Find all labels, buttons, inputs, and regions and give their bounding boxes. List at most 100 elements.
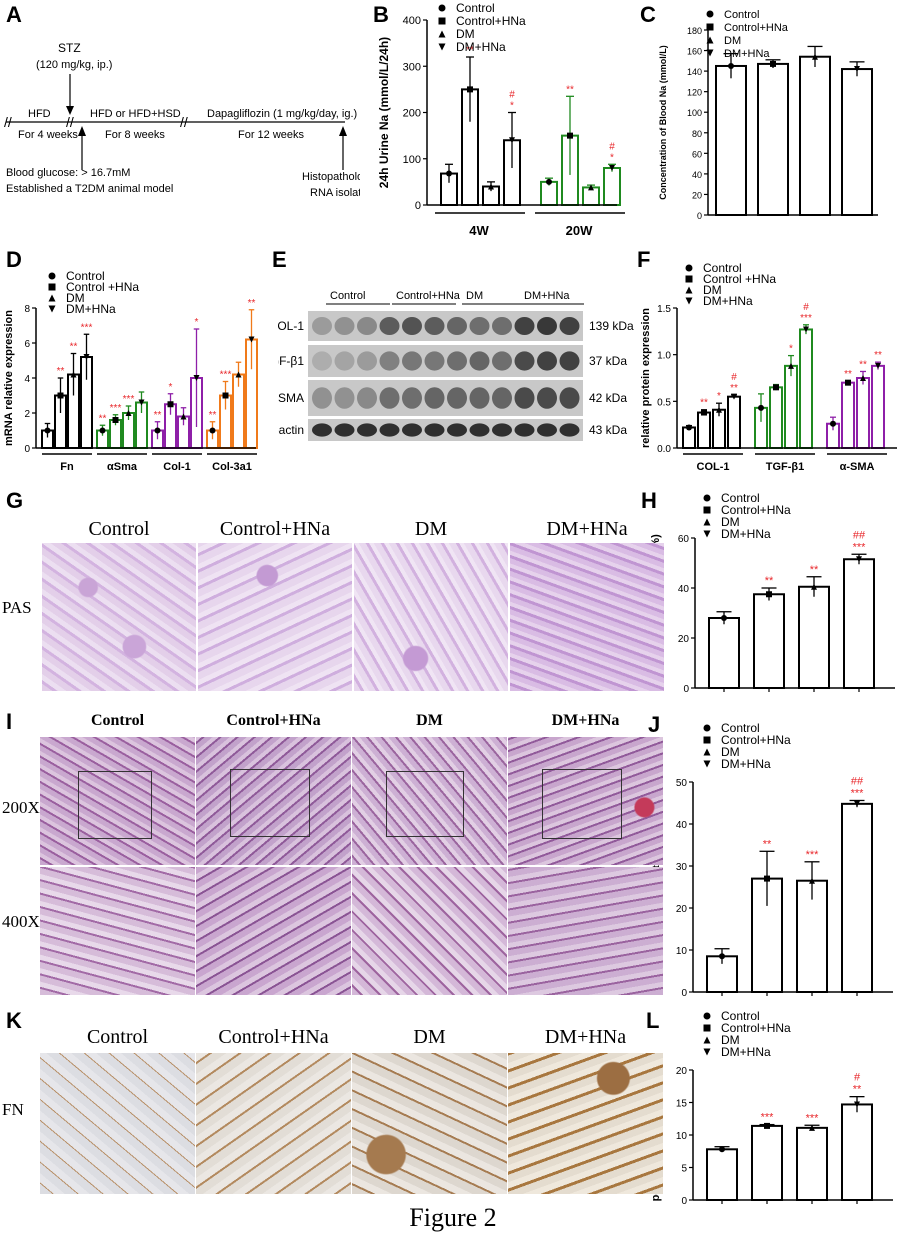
legend-label: DM+HNa — [703, 294, 753, 308]
y-tick-label: 0 — [24, 444, 30, 455]
legend-label: DM — [721, 745, 740, 759]
data-point — [44, 427, 51, 434]
bar — [843, 558, 875, 689]
data-point — [57, 392, 64, 399]
significance-label: ** — [209, 410, 217, 421]
blot-row-label: TGF-β1 — [278, 354, 304, 368]
blot-kda-label: 42 kDa — [589, 391, 627, 405]
hfd-duration: For 4 weeks — [18, 129, 78, 141]
y-tick-label: 20 — [676, 1066, 688, 1077]
panel-letter-f: F — [637, 247, 651, 272]
data-point — [845, 379, 851, 386]
group-label: COL-1 — [697, 461, 730, 473]
i-row-label-200x: 200X — [2, 798, 40, 817]
legend-marker — [703, 760, 711, 768]
group-label: Col-3a1 — [212, 461, 252, 473]
blot-kda-label: 43 kDa — [589, 423, 627, 437]
k-title-control: Control — [86, 1026, 149, 1048]
legend-label: Control+HNa — [724, 22, 789, 34]
legend-label: DM — [456, 27, 475, 41]
blot-band — [537, 351, 557, 371]
legend-marker — [703, 530, 711, 538]
hfd-hsd-duration: For 8 weeks — [105, 129, 165, 141]
blot-band — [537, 317, 557, 335]
data-point — [509, 137, 515, 144]
bar — [751, 1124, 783, 1201]
legend-label: Control+HNa — [721, 733, 791, 747]
data-point — [875, 362, 881, 369]
blot-band — [559, 423, 580, 437]
significance-label: *** — [123, 394, 135, 405]
y-tick-label: 20 — [692, 190, 702, 200]
y-tick-label: 140 — [687, 67, 702, 77]
legend-marker — [685, 264, 693, 272]
significance-label: ** — [763, 838, 772, 850]
blot-band — [514, 387, 535, 409]
k-title-control-hna: Control+HNa — [218, 1026, 329, 1048]
g-title-dm: DM — [414, 518, 448, 540]
significance-label: # — [509, 90, 515, 101]
bar — [769, 386, 783, 449]
data-point — [803, 326, 809, 333]
data-point — [856, 556, 862, 563]
blot-band — [469, 387, 490, 409]
legend-marker — [48, 283, 56, 291]
legend-marker — [685, 286, 693, 294]
significance-label: ** — [57, 366, 65, 377]
bar — [798, 585, 830, 689]
blot-band — [357, 351, 377, 371]
blot-band — [334, 423, 355, 437]
blot-band — [379, 351, 400, 371]
panel-letter-l: L — [646, 1008, 660, 1033]
masson-200x-dm-hna — [508, 737, 663, 865]
y-tick-label: 8 — [24, 304, 30, 315]
data-point — [83, 354, 90, 360]
legend-label: DM+HNa — [721, 527, 771, 541]
dapagliflozin-duration: For 12 weeks — [238, 129, 305, 141]
y-tick-label: 180 — [687, 26, 702, 36]
blot-band — [492, 423, 512, 437]
legend-marker — [438, 17, 446, 25]
legend-marker — [703, 748, 711, 756]
masson-200x-dm — [352, 737, 507, 865]
significance-label: *** — [806, 1112, 820, 1124]
significance-label: ** — [466, 45, 474, 56]
legend-label: DM — [66, 291, 85, 305]
stz-dose: (120 mg/kg, ip.) — [36, 59, 112, 71]
data-point — [721, 615, 727, 621]
bar — [841, 68, 873, 216]
legend-label: DM+HNa — [456, 40, 506, 54]
significance-label: # — [609, 141, 615, 152]
legend-label: Control+HNa — [721, 503, 791, 517]
significance-label: ** — [844, 369, 852, 380]
panel-e-western-blot: Control Control+HNa DM DM+HNa COL-1 139 kDa TG… — [278, 290, 634, 441]
group-label: 4W — [469, 223, 489, 238]
data-point — [731, 393, 737, 400]
i-title-control: Control — [90, 712, 145, 729]
data-point — [854, 800, 860, 807]
data-point — [567, 132, 573, 139]
masson-400x-control-hna — [196, 867, 351, 995]
panel-letter-g: G — [6, 488, 24, 513]
g-row-label-pas: PAS — [2, 598, 32, 617]
legend-marker — [703, 1012, 711, 1020]
bar — [784, 364, 798, 449]
y-tick-label: 0.0 — [657, 444, 671, 455]
data-point — [209, 427, 216, 434]
blot-row-label: αSMA — [278, 391, 304, 405]
data-point — [764, 1122, 770, 1129]
g-title-control: Control — [88, 518, 150, 540]
significance-label: ** — [853, 1084, 862, 1096]
data-point — [788, 362, 794, 369]
data-point — [811, 583, 817, 590]
blot-band — [402, 351, 422, 371]
significance-label: * — [717, 391, 721, 402]
y-tick-label: 300 — [403, 61, 421, 73]
legend-label: Control+HNa — [721, 1021, 791, 1035]
y-tick-label: 40 — [676, 820, 688, 831]
masson-200x-control — [40, 737, 195, 865]
blot-band — [447, 317, 467, 335]
svg-text://: // — [66, 114, 74, 130]
bar — [856, 377, 870, 449]
significance-label: ** — [566, 84, 574, 95]
